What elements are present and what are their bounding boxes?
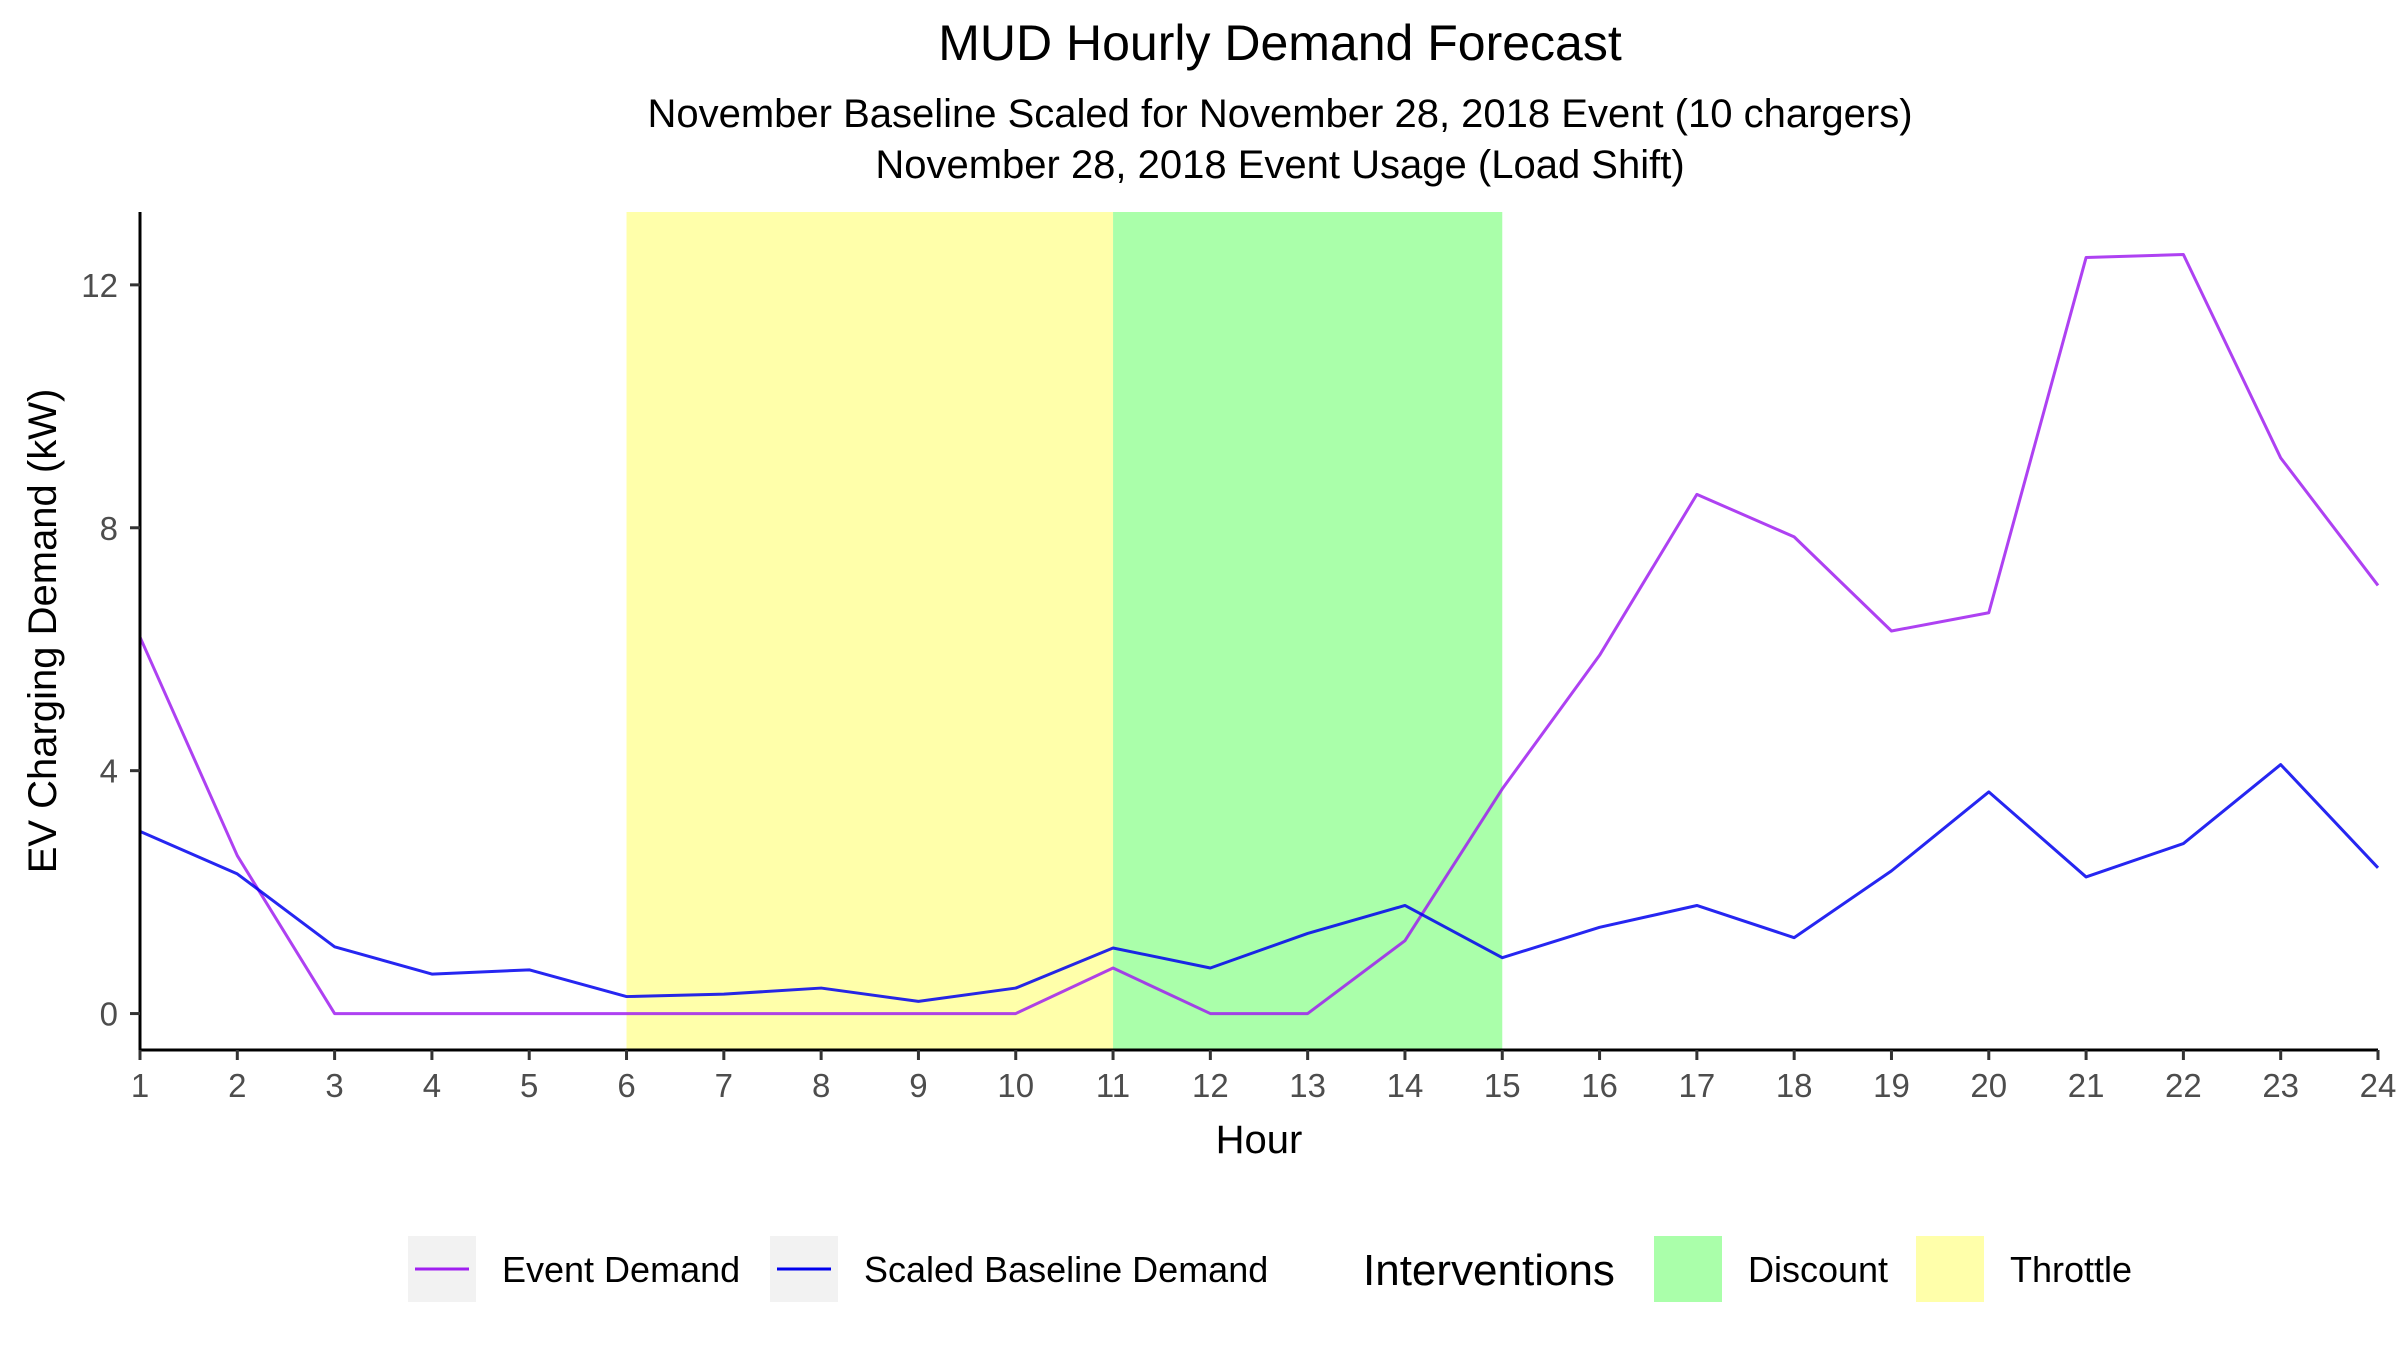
y-axis-label: EV Charging Demand (kW) [21,389,65,874]
x-tick-label: 11 [1096,1067,1130,1104]
x-tick-label: 19 [1873,1067,1910,1104]
x-tick-label: 12 [1192,1067,1229,1104]
series-line-scaled-baseline-demand [139,763,2380,1003]
x-tick-label: 4 [423,1067,441,1104]
x-tick-label: 3 [325,1067,343,1104]
x-tick-label: 17 [1679,1067,1716,1104]
legend-swatch-throttle [1916,1236,1984,1302]
y-tick-label: 0 [100,996,118,1033]
chart-subtitle-line-1: November Baseline Scaled for November 28… [647,92,1912,136]
x-tick-label: 14 [1387,1067,1424,1104]
legend-title-interventions: Interventions [1363,1246,1615,1295]
intervention-bands [626,212,1503,1050]
x-tick-label: 23 [2262,1067,2299,1104]
legend-label-discount: Discount [1748,1249,1888,1290]
legend-label-event-demand: Event Demand [502,1249,740,1290]
x-tick-label: 20 [1970,1067,2007,1104]
y-ticks: 0 4 8 12 [81,267,140,1033]
x-tick-label: 9 [909,1067,927,1104]
x-tick-label: 21 [2068,1067,2105,1104]
y-tick-label: 4 [100,753,118,790]
x-tick-label: 22 [2165,1067,2202,1104]
band-discount [1113,212,1503,1050]
x-tick-label: 7 [715,1067,733,1104]
chart-subtitle-line-2: November 28, 2018 Event Usage (Load Shif… [875,143,1684,187]
legend-swatch-discount [1654,1236,1722,1302]
x-tick-label: 24 [2360,1067,2397,1104]
legend: Event Demand Scaled Baseline Demand Inte… [408,1236,2132,1302]
x-tick-label: 2 [228,1067,246,1104]
y-tick-label: 12 [81,267,118,304]
x-tick-label: 1 [131,1067,149,1104]
x-tick-label: 6 [617,1067,635,1104]
x-tick-label: 16 [1581,1067,1618,1104]
x-tick-label: 15 [1484,1067,1521,1104]
x-tick-label: 8 [812,1067,830,1104]
y-tick-label: 8 [100,510,118,547]
x-tick-label: 5 [520,1067,538,1104]
series-line-event-demand [138,253,2380,1016]
chart-title: MUD Hourly Demand Forecast [938,15,1622,71]
series-lines [138,253,2380,1016]
x-tick-label: 10 [997,1067,1034,1104]
x-tick-label: 18 [1776,1067,1813,1104]
x-tick-label: 13 [1289,1067,1326,1104]
x-axis-label: Hour [1216,1118,1303,1162]
legend-label-throttle: Throttle [2010,1249,2132,1290]
x-ticks: 1 2 3 4 5 6 7 8 9 10 11 12 13 14 15 16 17 18 19 20 21 22 23 24 [131,1050,2397,1104]
band-throttle [626,212,1114,1050]
legend-label-scaled-baseline: Scaled Baseline Demand [864,1249,1268,1290]
